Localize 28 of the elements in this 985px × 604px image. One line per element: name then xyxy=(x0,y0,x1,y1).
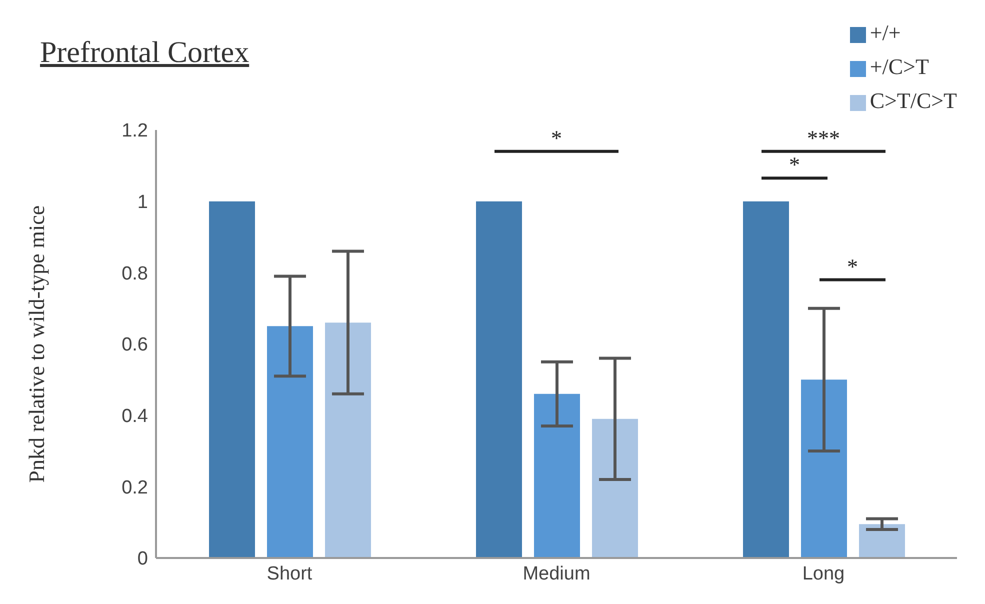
y-tick-label: 0 xyxy=(137,548,148,570)
y-axis-title: Pnkd relative to wild-type mice xyxy=(24,205,49,483)
x-tick-label: Long xyxy=(802,563,845,584)
bar xyxy=(325,322,371,558)
bar xyxy=(743,201,789,558)
chart-title: Prefrontal Cortex xyxy=(40,36,250,70)
legend-label: C>T/C>T xyxy=(870,88,957,113)
annotation: * xyxy=(551,125,562,150)
legend-label: +/+ xyxy=(870,20,901,45)
bar xyxy=(801,380,847,558)
y-tick-label: 0.6 xyxy=(122,334,148,356)
bar xyxy=(534,394,580,558)
bar xyxy=(209,201,255,558)
bar xyxy=(859,524,905,558)
y-tick-label: 0.8 xyxy=(122,263,148,284)
x-tick-label: Medium xyxy=(522,563,590,584)
annotation: * xyxy=(789,152,800,178)
y-tick-label: 0.4 xyxy=(122,406,148,428)
y-tick-label: 0.2 xyxy=(122,477,148,498)
annotation: * xyxy=(847,254,858,279)
legend-label: +/C>T xyxy=(870,54,929,79)
y-tick-label: 1 xyxy=(137,192,148,214)
bar xyxy=(267,326,313,558)
y-tick-label: 1.2 xyxy=(122,120,148,142)
x-tick-label: Short xyxy=(266,563,313,584)
bar xyxy=(592,418,638,558)
annotation: *** xyxy=(807,125,840,150)
bar xyxy=(476,201,522,558)
